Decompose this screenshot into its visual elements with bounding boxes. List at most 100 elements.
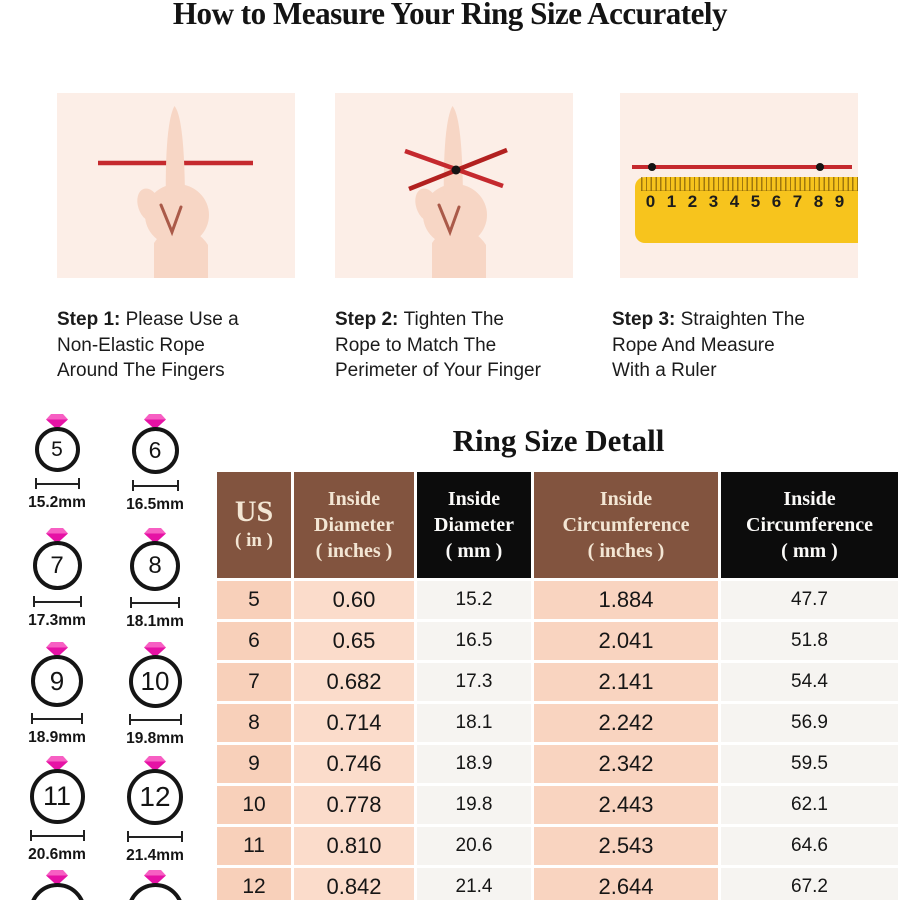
ring-diameter-label: 17.3mm (28, 612, 86, 629)
page-title: How to Measure Your Ring Size Accurately (172, 0, 728, 31)
ring-band: 9 (31, 655, 83, 707)
diamond-icon (46, 756, 68, 772)
ring-diagram: 10 19.8mm (107, 641, 203, 748)
diameter-bracket (29, 830, 85, 841)
straightened-rope (632, 165, 852, 169)
table-cell: 18.9 (417, 745, 531, 783)
table-cell: 2.443 (534, 786, 718, 824)
ring-band (126, 883, 184, 900)
ruler-number: 2 (687, 192, 698, 211)
diamond-icon (46, 642, 68, 658)
ring-diagram: 5 15.2mm (9, 413, 105, 512)
table-cell: 1.884 (534, 581, 718, 619)
step-label: Step 2: (335, 309, 404, 330)
diamond-icon (144, 642, 166, 658)
table-cell: 0.714 (294, 704, 414, 742)
ruler-number: 9 (834, 192, 845, 211)
table-cell: 15.2 (417, 581, 531, 619)
diameter-bracket (31, 713, 83, 724)
ruler-number: 3 (708, 192, 719, 211)
table-cell: 47.7 (721, 581, 898, 619)
ring-diameter-label: 20.6mm (28, 846, 86, 863)
table-cell: 2.342 (534, 745, 718, 783)
diameter-bracket (34, 478, 80, 489)
diamond-icon (144, 756, 166, 772)
table-cell: 0.682 (294, 663, 414, 701)
ring-diagram: 7 17.3mm (9, 527, 105, 630)
table-cell: 2.141 (534, 663, 718, 701)
ring-size-number: 10 (140, 666, 170, 696)
table-header-cell: Inside Circumference( mm ) (721, 472, 898, 578)
ring-size-table: US( in ) Inside Diameter( inches ) Inside Di… (217, 472, 898, 900)
ring-diameter-label: 21.4mm (126, 847, 184, 864)
table-cell: 0.746 (294, 745, 414, 783)
table-cell: 12 (217, 868, 291, 900)
ring-band: 5 (34, 427, 80, 472)
table-header-cell: Inside Diameter( inches ) (294, 472, 414, 578)
table-cell: 0.842 (294, 868, 414, 900)
diameter-bracket (127, 831, 183, 842)
ring-band: 8 (130, 541, 180, 591)
hand-with-crossed-rope-illustration (404, 106, 508, 278)
ring-diagram: 11 20.6mm (9, 755, 105, 864)
step-caption: Step 1: Please Use a Non-Elastic Rope Arou… (57, 309, 239, 381)
ruler-number: 6 (771, 192, 782, 211)
ring-diameter-label: 18.9mm (28, 729, 86, 746)
rope-start-dot (648, 163, 656, 171)
ruler-number: 8 (813, 192, 824, 211)
table-cell: 0.778 (294, 786, 414, 824)
ring-diagram: 6 16.5mm (107, 413, 203, 514)
ring-size-number: 6 (148, 437, 162, 463)
ring-band: 10 (128, 655, 182, 708)
table-cell: 67.2 (721, 868, 898, 900)
diamond-icon (46, 528, 68, 544)
diameter-bracket (131, 480, 179, 491)
ring-diagram: 8 18.1mm (107, 527, 203, 631)
table-cell: 0.60 (294, 581, 414, 619)
ruler-number: 5 (750, 192, 761, 211)
diamond-icon (46, 870, 68, 886)
table-cell: 2.242 (534, 704, 718, 742)
step-label: Step 1: (57, 309, 126, 330)
table-cell: 10 (217, 786, 291, 824)
diamond-icon (144, 528, 166, 544)
diameter-bracket (128, 714, 182, 725)
ring-diagram: 12 21.4mm (107, 755, 203, 865)
table-cell: 17.3 (417, 663, 531, 701)
table-cell: 2.543 (534, 827, 718, 865)
step-caption: Step 3: Straighten The Rope And Measure Wi… (612, 309, 805, 381)
table-cell: 6 (217, 622, 291, 660)
diamond-icon (144, 414, 166, 430)
ring-size-number: 5 (51, 437, 63, 461)
ring-diagram: 9 18.9mm (9, 641, 105, 747)
diamond-icon (46, 414, 68, 430)
table-cell: 62.1 (721, 786, 898, 824)
table-cell: 51.8 (721, 622, 898, 660)
ring-diagram (107, 869, 203, 900)
table-cell: 2.041 (534, 622, 718, 660)
table-cell: 11 (217, 827, 291, 865)
table-cell: 2.644 (534, 868, 718, 900)
table-cell: 56.9 (721, 704, 898, 742)
table-cell: 19.8 (417, 786, 531, 824)
ring-band: 6 (131, 427, 179, 474)
table-cell: 20.6 (417, 827, 531, 865)
ring-diameter-label: 16.5mm (126, 496, 184, 513)
diamond-icon (144, 870, 166, 886)
ring-size-number: 7 (50, 551, 64, 579)
ring-band: 11 (29, 769, 85, 824)
ring-band: 7 (32, 541, 82, 590)
table-cell: 18.1 (417, 704, 531, 742)
ruler-number: 0 (645, 192, 656, 211)
table-header-cell: Inside Diameter( mm ) (417, 472, 531, 578)
table-header-cell: Inside Circumference( inches ) (534, 472, 718, 578)
diameter-bracket (130, 597, 180, 608)
ruler-number: 4 (729, 192, 740, 211)
table-header-cell: US( in ) (217, 472, 291, 578)
table-cell: 59.5 (721, 745, 898, 783)
section-title: Ring Size Detall (452, 423, 665, 458)
